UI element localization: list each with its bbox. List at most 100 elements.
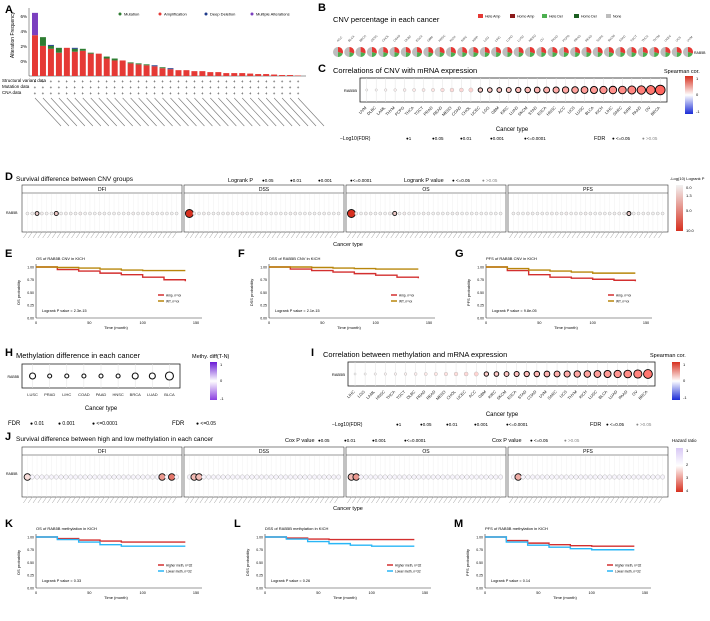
d-tick-label	[615, 231, 620, 239]
d-tick-label	[185, 231, 190, 239]
km-legend-label: Lower meth, n=32	[166, 569, 192, 573]
b-pie-slice-sarc	[597, 52, 603, 57]
d-tick-label	[271, 231, 277, 239]
km-xtick: 150	[642, 591, 648, 595]
d-tick-label	[419, 231, 424, 239]
j-tick-label	[300, 496, 306, 504]
d-dot	[559, 211, 564, 216]
c-spearman-tick-0: 0	[696, 92, 699, 97]
h-xlabel-luad: LUAD	[147, 392, 158, 397]
d-tick-label	[32, 231, 38, 239]
j-facet-dss	[183, 446, 345, 498]
a-plus-mark: +	[265, 91, 268, 96]
d-tick-label	[514, 231, 519, 239]
d-dot	[364, 211, 368, 216]
d-dot	[540, 211, 545, 216]
d-dot	[141, 211, 145, 216]
c-xlabel-ucs: UCS	[566, 105, 576, 115]
panel-k: OS of RAB5B methylation in KICH 0.00 0.25 0…	[16, 526, 202, 600]
d-xlabel: Cancer type	[333, 242, 363, 248]
b-cancer-label: COAD	[392, 33, 402, 43]
c-xlabel-kirp: KIRP	[622, 105, 632, 115]
b-pie-slice-lusc	[518, 47, 524, 54]
km-ylabel: OS probability	[16, 550, 21, 575]
km-xtick: 150	[426, 321, 432, 325]
b-pie-slice-coad	[394, 52, 400, 57]
km-ytick: 0.50	[256, 561, 263, 565]
a-bar-3-deep-deletion	[47, 44, 54, 46]
j-dot	[168, 473, 176, 481]
j-tick-label	[576, 496, 581, 504]
d-tick-label	[247, 231, 253, 239]
km-xtick: 50	[537, 321, 541, 325]
a-plus-mark: +	[89, 91, 92, 96]
d-dot	[269, 211, 273, 216]
j-dot	[44, 474, 50, 480]
j-dot	[264, 474, 269, 480]
a-study-label	[106, 97, 133, 127]
j-tick-label	[262, 496, 267, 504]
d-dot	[307, 211, 312, 216]
b-pie-slice-lusc	[513, 47, 519, 57]
a-plus-mark: +	[177, 79, 180, 84]
h-dot-lusc	[29, 372, 37, 380]
c-dot-thca	[412, 88, 416, 92]
i-size-1: ●1	[396, 422, 402, 427]
j-dot	[645, 474, 651, 480]
b-pie-slice-chol	[383, 52, 388, 57]
j-tick-label	[557, 496, 562, 504]
j-tick-label	[433, 496, 439, 504]
a-legend-amp: Amplification	[164, 12, 187, 17]
i-dot-kich	[583, 370, 592, 378]
d-row-label: RAB5B	[6, 211, 18, 215]
d-dot	[479, 211, 484, 216]
a-plus-mark: +	[297, 91, 300, 96]
d-tick-label	[433, 231, 439, 239]
km-curve-1	[265, 536, 415, 547]
b-pie-slice-prad	[570, 47, 576, 57]
a-plus-mark: +	[169, 91, 172, 96]
a-plus-mark: +	[137, 79, 140, 84]
d-tick-label	[361, 231, 367, 239]
c-row-label: RAB5B	[344, 88, 357, 93]
j-tick-label	[319, 496, 325, 504]
km-xtick: 0	[484, 591, 486, 595]
j-dot	[612, 474, 617, 480]
d-dot	[660, 211, 665, 216]
c-dot-meso	[449, 87, 455, 93]
a-study-label	[130, 97, 157, 127]
h-xlabel-coad: COAD	[78, 392, 90, 397]
j-dot	[514, 473, 522, 481]
d-dot	[226, 211, 230, 216]
j-dot	[73, 474, 78, 480]
d-logrank-005: ●0.05	[262, 178, 274, 183]
d-dot	[78, 211, 83, 216]
j-tick-label	[496, 496, 501, 504]
a-plus-mark: +	[113, 91, 116, 96]
d-dot	[455, 211, 460, 216]
km-annotation: Logrank P value = 0.26	[271, 579, 310, 583]
d-dot	[53, 210, 59, 216]
d-dot	[545, 211, 549, 216]
j-tick-label	[467, 496, 472, 504]
j-dot	[92, 474, 98, 480]
j-dot	[235, 474, 240, 480]
d-dot	[441, 211, 445, 216]
a-study-label	[146, 97, 173, 127]
b-pie-slice-esca	[417, 52, 422, 57]
km-curve-0	[269, 266, 420, 279]
km-legend-label: Amp, n=xx	[166, 293, 182, 297]
b-cancer-label: READ	[584, 33, 593, 42]
a-plus-mark: +	[145, 91, 148, 96]
a-row-mutation: Mutation data	[2, 84, 30, 89]
d-title: Survival difference between CNV groups	[16, 176, 134, 183]
b-pie-slice-acc	[338, 52, 343, 57]
j-dot	[636, 474, 641, 480]
km-xtick: 50	[87, 591, 91, 595]
a-bar-3-mutation	[47, 45, 54, 49]
i-size-005: ●0.05	[420, 422, 432, 427]
c-dot-acc	[561, 86, 570, 94]
d-tick-label	[547, 231, 553, 239]
km-ytick: 0.25	[27, 304, 34, 308]
j-dot	[195, 473, 203, 481]
